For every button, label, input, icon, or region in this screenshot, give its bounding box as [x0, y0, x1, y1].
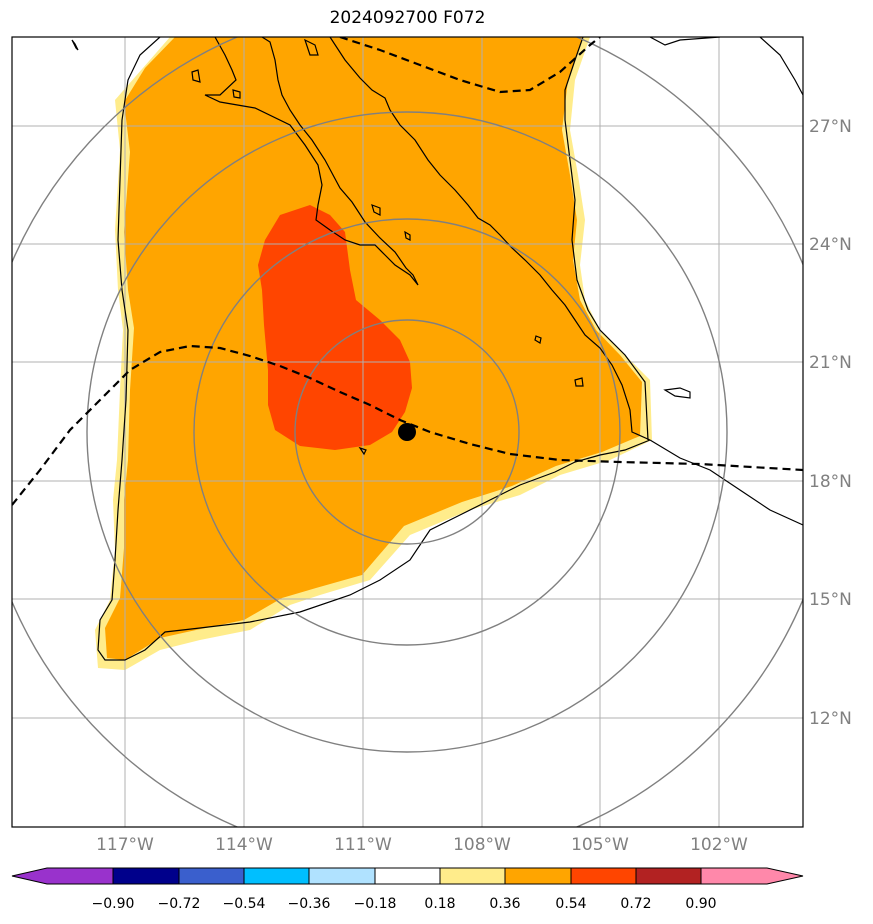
map-title: 2024092700 F072 [329, 8, 486, 28]
colorbar-tick: −0.72 [158, 896, 201, 912]
colorbar-tick: −0.36 [288, 896, 331, 912]
lon-label: 105°W [571, 835, 629, 855]
colorbar-tick: 0.54 [555, 896, 586, 912]
colorbar-tick: 0.90 [685, 896, 716, 912]
colorbar: −0.90 −0.72 −0.54 −0.36 −0.18 0.18 0.36 … [11, 867, 804, 912]
colorbar-tick: 0.18 [424, 896, 455, 912]
storm-center-marker [398, 423, 416, 441]
colorbar-extend-high [767, 868, 803, 884]
contour-0.54 [258, 205, 412, 450]
colorbar-tick: −0.54 [223, 896, 266, 912]
lat-labels: 27°N 24°N 21°N 18°N 15°N 12°N [809, 117, 852, 729]
lat-label: 24°N [809, 235, 852, 255]
lon-labels: 117°W 114°W 111°W 108°W 105°W 102°W [96, 835, 748, 855]
lat-label: 18°N [809, 472, 852, 492]
colorbar-bin [701, 868, 767, 884]
colorbar-tick: −0.18 [354, 896, 397, 912]
track-line [12, 344, 803, 506]
colorbar-bin [375, 868, 440, 884]
colorbar-tick: −0.90 [92, 896, 135, 912]
colorbar-bin [440, 868, 505, 884]
lon-label: 114°W [215, 835, 273, 855]
lat-label: 12°N [809, 709, 852, 729]
track-line-north [339, 37, 601, 94]
colorbar-bin [179, 868, 244, 884]
lat-label: 27°N [809, 117, 852, 137]
colorbar-bin [113, 868, 179, 884]
graticule [12, 37, 803, 827]
lon-label: 111°W [334, 835, 392, 855]
range-rings [12, 37, 803, 827]
colorbar-bin [571, 868, 636, 884]
colorbar-bin [47, 868, 113, 884]
lat-label: 15°N [809, 590, 852, 610]
colorbar-bin [505, 868, 571, 884]
lon-label: 117°W [96, 835, 154, 855]
colorbar-tick: 0.72 [620, 896, 651, 912]
lat-label: 21°N [809, 353, 852, 373]
map-panel [12, 37, 803, 827]
lon-label: 102°W [690, 835, 748, 855]
colorbar-tick: 0.36 [489, 896, 520, 912]
colorbar-bin [636, 868, 701, 884]
colorbar-extend-low [12, 868, 47, 884]
lon-label: 108°W [453, 835, 511, 855]
colorbar-bin [244, 868, 309, 884]
colorbar-bin [309, 868, 375, 884]
